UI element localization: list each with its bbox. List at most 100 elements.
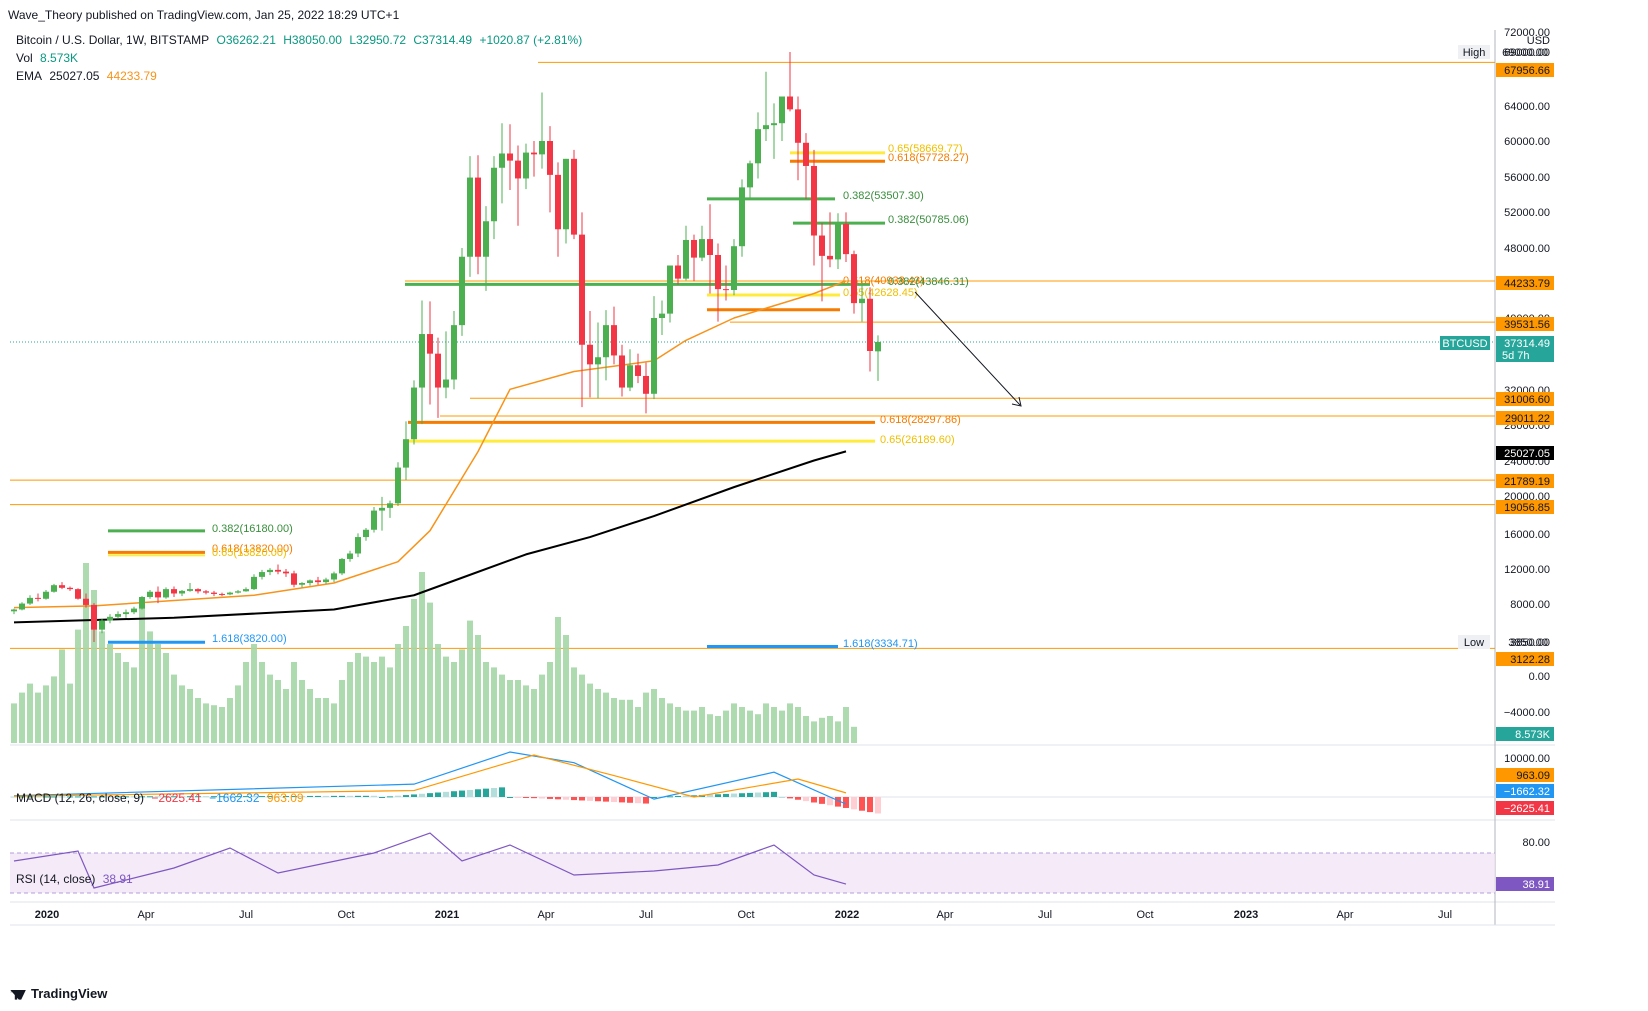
- candle-body: [379, 507, 385, 511]
- macd-histogram-bar: [75, 796, 81, 798]
- macd-histogram-bar: [331, 795, 337, 797]
- candle-body: [123, 612, 129, 615]
- volume-bar: [259, 662, 265, 743]
- candle-body: [251, 576, 257, 590]
- volume-bar: [675, 707, 681, 743]
- candle-body: [747, 163, 753, 188]
- macd-histogram-bar: [35, 796, 41, 798]
- ohlc-close: C37314.49: [413, 33, 473, 47]
- tradingview-logo[interactable]: TradingView: [10, 986, 107, 1001]
- volume-bar: [123, 662, 129, 743]
- volume-bar: [827, 716, 833, 743]
- volume-bar: [395, 644, 401, 743]
- volume-bar: [235, 685, 241, 743]
- price-badge-value: 37314.49: [1504, 338, 1550, 350]
- price-badge: 21789.19: [1496, 474, 1554, 488]
- volume-bar: [507, 680, 513, 743]
- candle-body: [131, 608, 137, 613]
- symbol-name[interactable]: Bitcoin / U.S. Dollar, 1W, BITSTAMP: [16, 33, 210, 47]
- time-tick-label: 2021: [435, 909, 459, 921]
- macd-histogram-bar: [555, 797, 561, 800]
- macd-label[interactable]: MACD (12, 26, close, 9): [16, 791, 145, 805]
- price-badge-bg: [1496, 727, 1554, 741]
- candle-body: [19, 603, 25, 610]
- volume-bar: [251, 644, 257, 743]
- macd-histogram-bar: [419, 793, 425, 797]
- currency-label: USD: [1527, 35, 1550, 47]
- macd-histogram-bar: [59, 796, 65, 798]
- candle-body: [723, 289, 729, 291]
- candle-body: [107, 616, 113, 621]
- macd-histogram-bar: [83, 796, 89, 798]
- volume-bar: [747, 710, 753, 743]
- candle-body: [115, 614, 121, 617]
- macd-histogram-bar: [771, 791, 777, 797]
- price-badge-value: −2625.41: [1504, 803, 1550, 815]
- ema-label[interactable]: EMA: [16, 69, 43, 83]
- macd-histogram-bar: [131, 796, 137, 798]
- macd-histogram-bar: [259, 796, 265, 798]
- macd-histogram-bar: [67, 796, 73, 798]
- price-badge-tag: BTCUSD: [1442, 338, 1487, 350]
- volume-bar: [243, 662, 249, 743]
- candle-body: [523, 152, 529, 179]
- macd-histogram-bar: [587, 797, 593, 801]
- price-badge: 25027.05: [1496, 446, 1554, 460]
- volume-label[interactable]: Vol: [16, 51, 33, 65]
- candle-body: [515, 160, 521, 179]
- volume-bar: [35, 692, 41, 743]
- volume-bar: [27, 683, 33, 743]
- macd-line-value: −1662.32: [209, 791, 260, 805]
- candle-body: [755, 129, 761, 164]
- macd-histogram-bar: [803, 797, 809, 802]
- price-badge-value: 38.91: [1522, 879, 1550, 891]
- volume-bar: [763, 703, 769, 743]
- macd-histogram-bar: [395, 795, 401, 797]
- candle-body: [843, 223, 849, 255]
- candle-body: [35, 597, 41, 599]
- price-badge-bg: [1496, 877, 1554, 891]
- candle-body: [475, 177, 481, 257]
- time-tick-label: Jul: [639, 909, 653, 921]
- rsi-label[interactable]: RSI (14, close): [16, 872, 96, 886]
- candle-body: [451, 325, 457, 380]
- rsi-band: [10, 853, 1495, 893]
- candle-body: [835, 223, 841, 260]
- candle-body: [275, 569, 281, 572]
- volume-bar: [459, 649, 465, 743]
- volume-bar: [587, 683, 593, 743]
- ohlc-high: H38050.00: [283, 33, 342, 47]
- macd-histogram-bar: [299, 795, 305, 797]
- price-badge-bg: [1496, 446, 1554, 460]
- macd-histogram-bar: [171, 796, 177, 798]
- rsi-value: 38.91: [102, 872, 133, 886]
- candle-body: [571, 158, 577, 235]
- macd-legend: MACD (12, 26, close, 9) −2625.41 −1662.3…: [16, 791, 308, 805]
- macd-histogram-bar: [739, 793, 745, 797]
- fib-label: 0.65(13820.00): [212, 547, 287, 559]
- price-badge: 29011.22: [1496, 411, 1554, 425]
- volume-bar: [691, 710, 697, 743]
- candle-body: [315, 580, 321, 583]
- macd-histogram-bar: [99, 796, 105, 798]
- candle-body: [867, 298, 873, 351]
- macd-signal-value: 963.09: [266, 791, 304, 805]
- price-badge-value: 8.573K: [1515, 729, 1551, 741]
- candle-body: [11, 609, 17, 612]
- rsi-line: [13, 832, 847, 889]
- candle-body: [155, 591, 161, 598]
- price-badge: −1662.32: [1496, 784, 1554, 798]
- candle-body: [531, 152, 537, 155]
- volume-bar: [443, 656, 449, 743]
- volume-bar: [163, 653, 169, 743]
- volume-bar: [819, 717, 825, 743]
- macd-histogram-bar: [491, 788, 497, 797]
- candle-body: [267, 569, 273, 573]
- volume-bar: [787, 703, 793, 743]
- volume-bar: [83, 563, 89, 743]
- macd-histogram-bar: [811, 797, 817, 803]
- price-badge-value: 21789.19: [1504, 476, 1550, 488]
- volume-bar: [107, 644, 113, 743]
- fib-label: 1.618(3820.00): [212, 633, 287, 645]
